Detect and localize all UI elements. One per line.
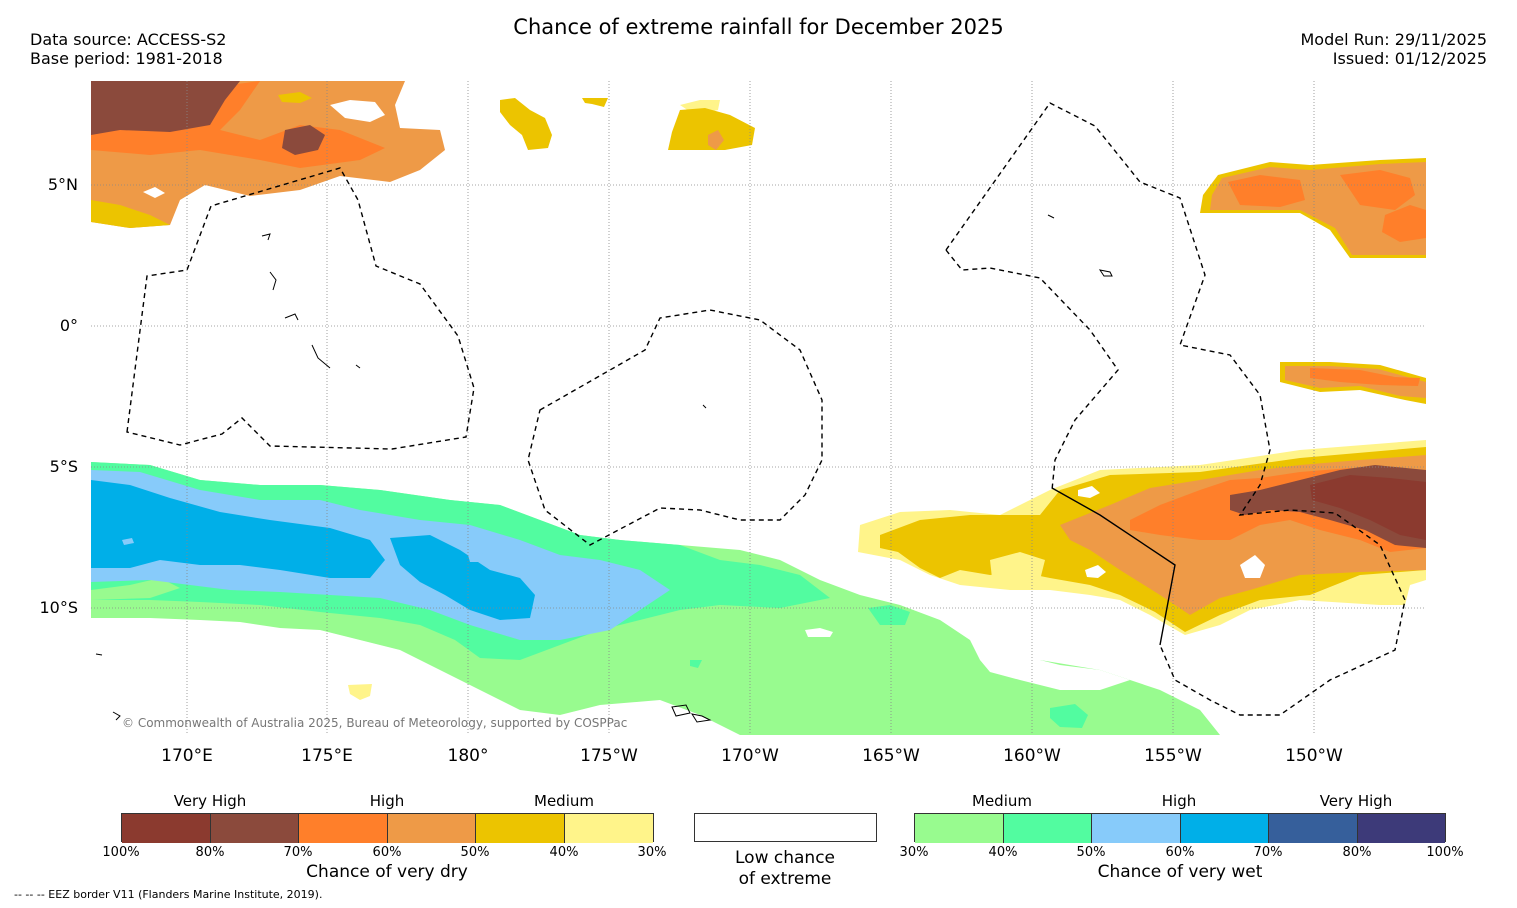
- wet-tick-80: 80%: [1342, 845, 1372, 860]
- model-run-label: Model Run: 29/11/2025: [1300, 30, 1488, 49]
- issued-label: Issued: 01/12/2025: [1332, 49, 1487, 68]
- dry-region-nw-80: [91, 81, 240, 135]
- dry-caption: Chance of very dry: [306, 862, 468, 882]
- wet-swatch-3: [1092, 814, 1181, 843]
- dry-blob-4: [668, 108, 755, 150]
- islands: [95, 214, 1113, 723]
- dry-region-ne-60: [1228, 175, 1305, 207]
- lat-label-5n: 5°N: [47, 175, 78, 194]
- copyright-notice: © Commonwealth of Australia 2025, Bureau…: [122, 716, 627, 730]
- lon-label-170w: 170°W: [721, 746, 779, 766]
- lon-label-165w: 165°W: [862, 746, 920, 766]
- wet-tick-50: 50%: [1076, 845, 1106, 860]
- wet-swatch-1: [915, 814, 1004, 843]
- wet-tick-30: 30%: [899, 845, 929, 860]
- eez-line-islands-north: [945, 102, 1406, 716]
- wet-tick-60: 60%: [1165, 845, 1195, 860]
- lon-label-175e: 175°E: [301, 746, 353, 766]
- dry-tick-70: 70%: [283, 845, 313, 860]
- dry-top-label-medium: Medium: [534, 792, 594, 810]
- wet-color-bar: [914, 813, 1446, 843]
- lon-label-175w: 175°W: [580, 746, 638, 766]
- dry-region-nw-40: [91, 200, 170, 228]
- dry-tick-100: 100%: [102, 845, 140, 860]
- dry-tick-60: 60%: [372, 845, 402, 860]
- dry-color-bar: [121, 813, 654, 843]
- wet-top-label-high: High: [1161, 792, 1197, 810]
- dry-region-se-80: [1310, 475, 1426, 540]
- dry-top-label-high: High: [369, 792, 405, 810]
- dry-blob-2: [582, 98, 608, 107]
- dry-swatch-2: [211, 814, 299, 843]
- lat-label-5s: 5°S: [49, 457, 78, 476]
- wet-top-label-medium: Medium: [972, 792, 1032, 810]
- data-source-label: Data source: ACCESS-S2: [30, 30, 227, 49]
- lon-label-160w: 160°W: [1003, 746, 1061, 766]
- lon-label-150w: 150°W: [1285, 746, 1343, 766]
- wet-region-60: [91, 480, 385, 578]
- graticule: [91, 81, 1426, 735]
- lon-label-180: 180°: [447, 746, 489, 766]
- eez-borders: [126, 102, 1406, 716]
- dry-blob-1: [500, 98, 552, 150]
- dry-swatch-5: [476, 814, 565, 843]
- wet-tick-70: 70%: [1253, 845, 1283, 860]
- eez-kiribati-gilberts: [126, 167, 475, 450]
- neutral-caption-line2: of extreme: [738, 869, 832, 889]
- lat-label-10s: 10°S: [39, 598, 78, 617]
- lat-label-0: 0°: [59, 316, 78, 335]
- dry-tick-40: 40%: [549, 845, 579, 860]
- dry-top-label-very-high: Very High: [173, 792, 247, 810]
- wet-swatch-6: [1358, 814, 1445, 843]
- wet-swatch-5: [1269, 814, 1358, 843]
- wet-swatch-2: [1004, 814, 1092, 843]
- lon-label-155w: 155°W: [1144, 746, 1202, 766]
- dry-tick-80: 80%: [195, 845, 225, 860]
- chart-title: Chance of extreme rainfall for December …: [513, 15, 1004, 39]
- dry-swatch-6: [565, 814, 653, 843]
- eez-note: -- -- -- EEZ border V11 (Flanders Marine…: [14, 888, 323, 901]
- eez-solid-border: [1051, 487, 1176, 646]
- dry-tick-30: 30%: [637, 845, 667, 860]
- base-period-label: Base period: 1981-2018: [30, 49, 223, 68]
- lon-label-170e: 170°E: [161, 746, 213, 766]
- dry-swatch-3: [299, 814, 388, 843]
- wet-tick-100: 100%: [1426, 845, 1464, 860]
- dry-swatch-1: [122, 814, 211, 843]
- dry-region-nw-80b: [282, 125, 325, 155]
- wet-tick-40: 40%: [988, 845, 1018, 860]
- wet-caption: Chance of very wet: [1097, 862, 1263, 882]
- eez-phoenix: [527, 309, 823, 546]
- wet-swatch-4: [1181, 814, 1269, 843]
- wet-top-label-very-high: Very High: [1319, 792, 1393, 810]
- dry-tick-50: 50%: [460, 845, 490, 860]
- rainfall-map[interactable]: © Commonwealth of Australia 2025, Bureau…: [0, 0, 1517, 760]
- neutral-swatch: [694, 813, 877, 842]
- dry-swatch-4: [388, 814, 476, 843]
- probability-shading: [91, 81, 1426, 735]
- neutral-caption-line1: Low chance: [735, 848, 835, 868]
